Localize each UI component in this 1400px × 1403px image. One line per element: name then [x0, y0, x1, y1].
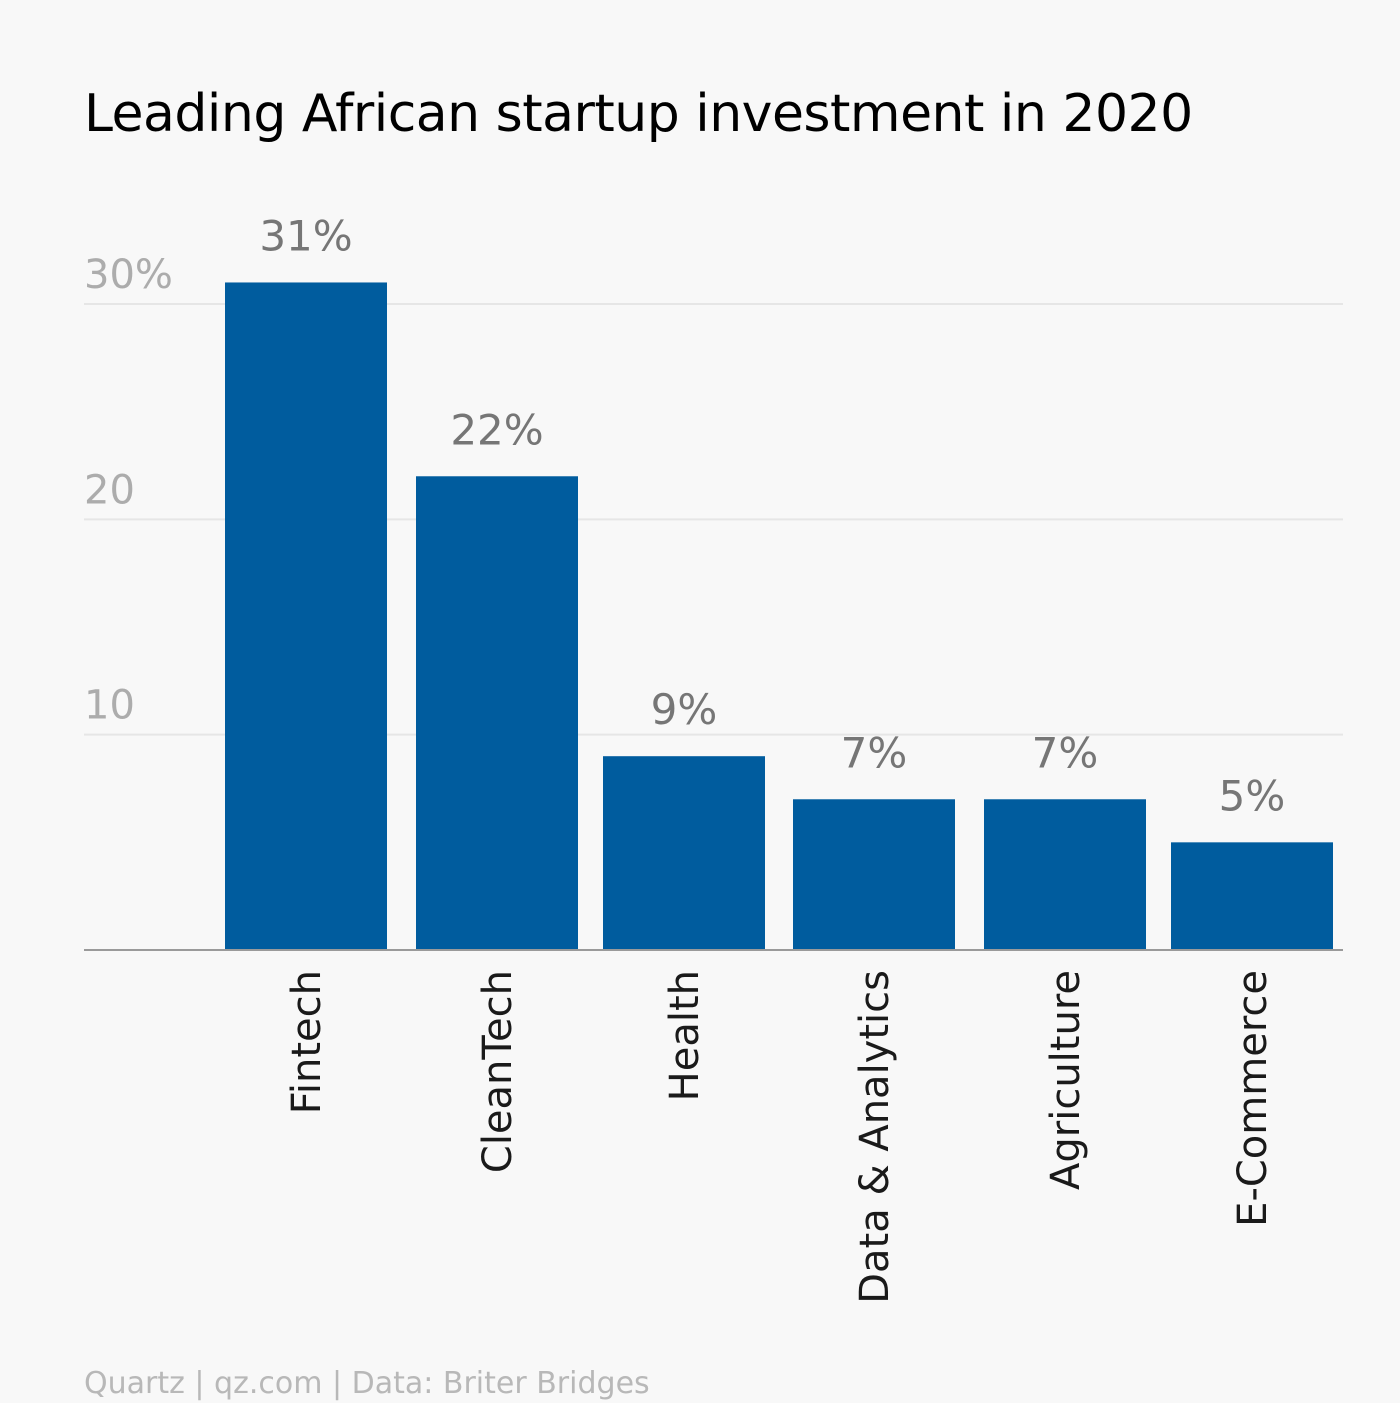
- data-label-e-commerce: 5%: [1219, 771, 1286, 820]
- bars: [225, 282, 1333, 950]
- x-tick-label-cleantech: CleanTech: [475, 970, 521, 1173]
- x-tick-label-e-commerce: E-Commerce: [1230, 970, 1276, 1227]
- bar-data-analytics: [793, 799, 955, 950]
- data-label-data-analytics: 7%: [841, 728, 908, 777]
- data-label-health: 9%: [651, 685, 718, 734]
- source-note: Quartz | qz.com | Data: Briter Bridges: [84, 1366, 650, 1401]
- y-tick-label-30: 30%: [84, 252, 173, 298]
- x-tick-label-data-analytics: Data & Analytics: [852, 970, 898, 1304]
- data-label-agriculture: 7%: [1032, 728, 1099, 777]
- bar-agriculture: [984, 799, 1146, 950]
- x-tick-label-health: Health: [662, 970, 708, 1101]
- bar-cleantech: [416, 476, 578, 950]
- x-tick-label-agriculture: Agriculture: [1043, 970, 1089, 1190]
- bar-e-commerce: [1171, 842, 1333, 950]
- chart-title: Leading African startup investment in 20…: [84, 84, 1193, 144]
- x-tick-label-fintech: Fintech: [284, 970, 330, 1114]
- bar-health: [603, 756, 765, 950]
- y-axis-ticks: 10 20 30%: [84, 252, 173, 729]
- x-axis-labels: Fintech CleanTech Health Data & Analytics Ag…: [284, 970, 1276, 1304]
- data-labels: 31% 22% 9% 7% 7% 5%: [259, 211, 1285, 820]
- y-tick-label-20: 20: [84, 467, 135, 513]
- data-label-fintech: 31%: [259, 211, 352, 260]
- data-label-cleantech: 22%: [450, 405, 543, 454]
- y-tick-label-10: 10: [84, 683, 135, 729]
- bar-fintech: [225, 282, 387, 950]
